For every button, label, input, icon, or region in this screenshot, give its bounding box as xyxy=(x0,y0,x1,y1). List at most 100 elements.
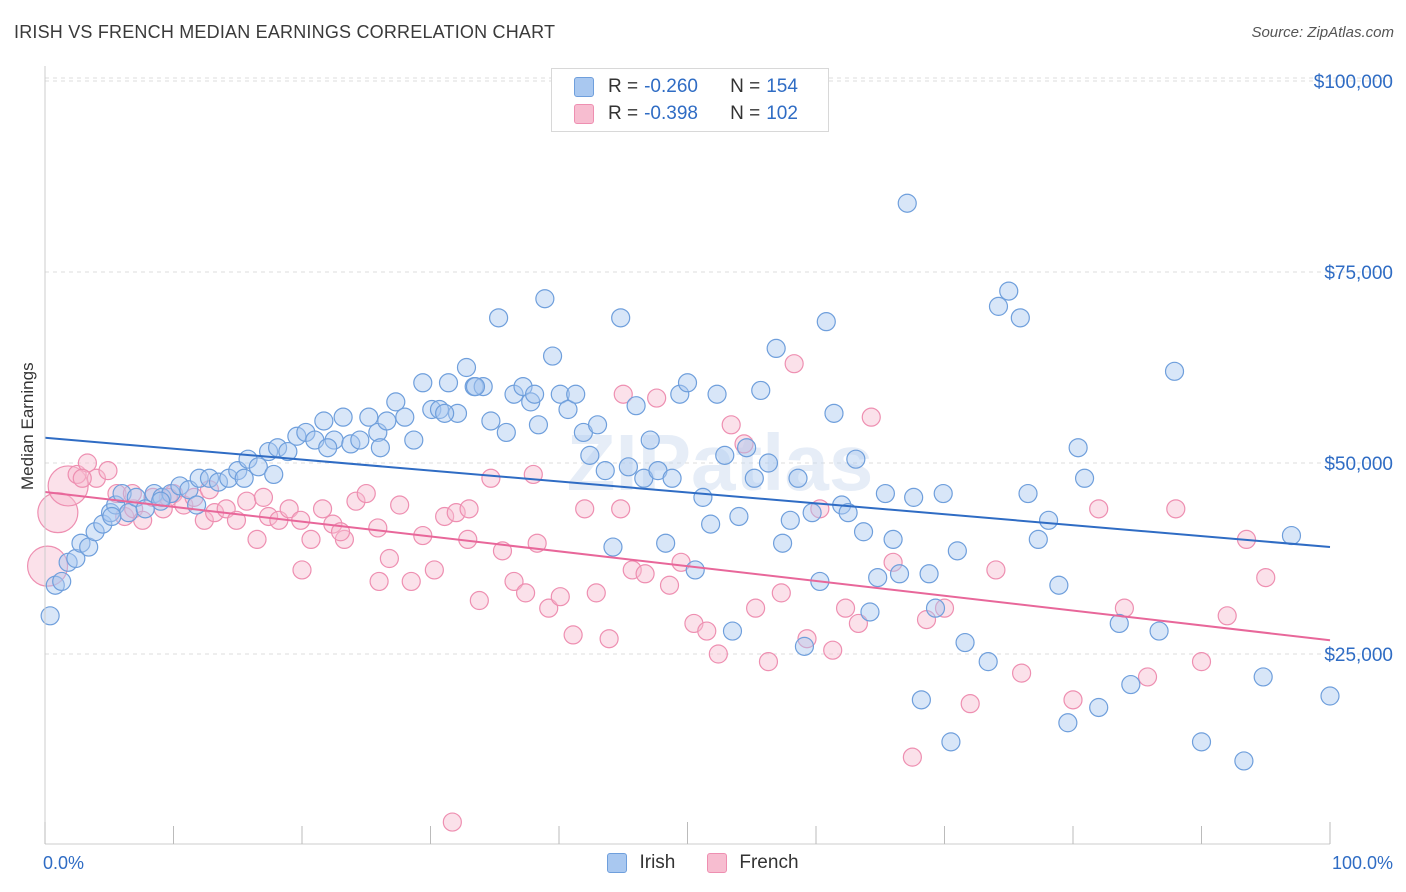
irish-swatch xyxy=(607,853,628,873)
irish-point xyxy=(1164,361,1185,381)
irish-point xyxy=(422,399,442,420)
french-point xyxy=(481,468,501,488)
irish-point xyxy=(611,308,631,328)
irish-point xyxy=(1089,697,1109,718)
irish-point xyxy=(925,598,946,618)
irish-point xyxy=(314,411,334,431)
french-point xyxy=(960,694,980,714)
irish-point xyxy=(889,564,910,584)
french-point xyxy=(622,560,642,580)
irish-point xyxy=(693,487,713,507)
irish-point xyxy=(933,483,953,504)
irish-point xyxy=(1018,483,1038,504)
irish-point xyxy=(772,533,793,553)
french-point xyxy=(312,499,333,519)
bottom-legend-irish: Irish xyxy=(607,852,675,874)
irish-point xyxy=(595,461,615,481)
irish-swatch xyxy=(574,77,594,97)
irish-point xyxy=(729,506,749,527)
irish-point xyxy=(919,564,939,584)
french-trend-line xyxy=(44,491,1331,642)
irish-point xyxy=(456,357,477,378)
french-point xyxy=(797,629,817,649)
irish-point xyxy=(1109,613,1129,634)
french-point xyxy=(784,354,804,374)
french-point xyxy=(659,575,680,595)
french-point xyxy=(390,495,410,515)
french-swatch xyxy=(574,104,594,124)
irish-point xyxy=(955,632,975,653)
french-point xyxy=(301,529,321,550)
irish-point xyxy=(558,399,578,420)
irish-point xyxy=(535,289,555,309)
irish-point xyxy=(758,453,779,473)
bottom-legend-irish-label: Irish xyxy=(639,852,676,873)
french-point xyxy=(1166,499,1186,519)
bottom-legend-french: French xyxy=(707,852,799,874)
french-point xyxy=(697,621,717,641)
irish-point xyxy=(1234,751,1254,771)
irish-point xyxy=(318,438,338,458)
french-point xyxy=(279,499,299,519)
irish-point xyxy=(838,503,858,523)
irish-point xyxy=(234,468,254,488)
irish-point xyxy=(112,483,132,504)
irish-point xyxy=(846,449,866,469)
irish-point xyxy=(370,438,390,458)
irish-point xyxy=(264,464,284,485)
french-point xyxy=(237,491,257,511)
irish-point xyxy=(85,522,105,542)
irish-point xyxy=(413,373,433,393)
french-point xyxy=(635,564,655,584)
french-point xyxy=(253,487,274,507)
legend-r-label: R = xyxy=(608,103,639,124)
irish-point xyxy=(580,445,600,465)
french-point xyxy=(469,590,489,611)
legend-r-label: R = xyxy=(608,76,639,97)
french-point xyxy=(1089,499,1109,519)
axes xyxy=(44,66,1331,845)
irish-point xyxy=(377,411,397,431)
chart-title: IRISH VS FRENCH MEDIAN EARNINGS CORRELAT… xyxy=(14,22,556,42)
irish-point xyxy=(853,522,874,542)
french-point xyxy=(442,812,462,832)
legend-n-value: 102 xyxy=(766,103,798,124)
irish-point xyxy=(1038,510,1059,530)
irish-points xyxy=(40,193,1340,771)
french-point xyxy=(515,583,536,603)
irish-point xyxy=(911,690,931,710)
legend-row-french: R = -0.398 N = 102 xyxy=(574,101,798,127)
y-tick-label: $50,000 xyxy=(1324,454,1393,475)
irish-point xyxy=(473,377,493,397)
irish-point xyxy=(496,422,516,443)
french-point xyxy=(721,415,741,435)
irish-point xyxy=(524,384,545,404)
irish-point xyxy=(189,468,209,488)
french-point xyxy=(1191,652,1212,672)
irish-point xyxy=(999,281,1019,301)
irish-point xyxy=(52,571,72,592)
irish-point xyxy=(350,430,370,450)
y-tick-label: $100,000 xyxy=(1314,72,1393,93)
irish-point xyxy=(481,411,501,431)
irish-point xyxy=(737,438,757,458)
french-point xyxy=(77,453,98,473)
irish-point xyxy=(278,441,298,462)
french-point xyxy=(379,548,399,569)
french-point xyxy=(424,560,444,580)
irish-point xyxy=(435,403,455,423)
french-point xyxy=(835,598,856,618)
irish-point xyxy=(1281,525,1302,546)
irish-point xyxy=(860,602,880,622)
legend-n-label: N = xyxy=(730,76,761,97)
irish-point xyxy=(766,338,786,358)
french-point xyxy=(823,640,843,660)
french-point xyxy=(771,583,791,603)
irish-point xyxy=(550,384,570,404)
french-point xyxy=(1011,663,1032,683)
irish-point xyxy=(248,457,268,477)
irish-point xyxy=(904,487,924,507)
irish-point xyxy=(883,529,903,550)
irish-point xyxy=(715,445,735,465)
irish-point xyxy=(707,384,727,404)
